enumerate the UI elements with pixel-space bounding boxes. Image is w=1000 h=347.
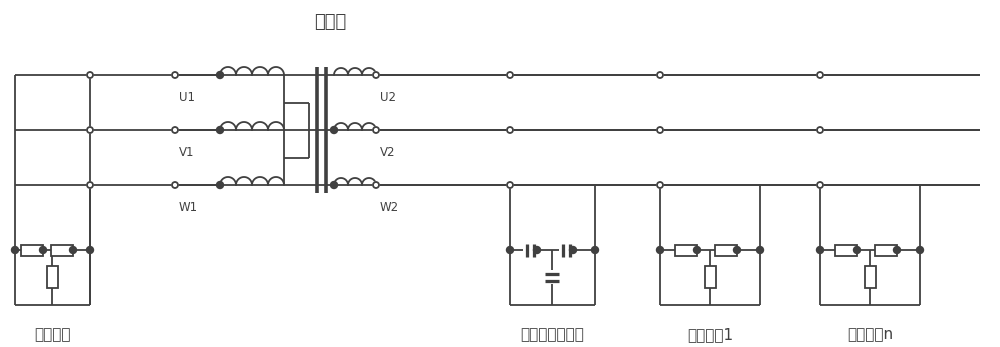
Bar	[875, 245, 897, 255]
Circle shape	[656, 246, 664, 254]
Circle shape	[87, 72, 93, 78]
Circle shape	[657, 182, 663, 188]
Circle shape	[507, 127, 513, 133]
Circle shape	[816, 246, 824, 254]
Circle shape	[657, 127, 663, 133]
Circle shape	[817, 127, 823, 133]
Circle shape	[507, 182, 513, 188]
Circle shape	[172, 72, 178, 78]
Bar	[51, 245, 73, 255]
Bar	[46, 266, 58, 288]
Circle shape	[734, 246, 740, 254]
Circle shape	[694, 246, 700, 254]
Text: 电力电子电容器: 电力电子电容器	[520, 328, 584, 342]
Text: U1: U1	[179, 91, 195, 104]
Circle shape	[657, 72, 663, 78]
Circle shape	[534, 246, 540, 254]
Bar	[675, 245, 697, 255]
Circle shape	[216, 181, 224, 188]
Text: 原边负载: 原边负载	[34, 328, 71, 342]
Text: W2: W2	[380, 201, 399, 214]
Circle shape	[570, 246, 576, 254]
Text: 次边负载1: 次边负载1	[687, 328, 733, 342]
Text: U2: U2	[380, 91, 396, 104]
Circle shape	[172, 182, 178, 188]
Bar	[21, 245, 43, 255]
Circle shape	[330, 181, 338, 188]
Circle shape	[507, 72, 513, 78]
Circle shape	[172, 127, 178, 133]
Circle shape	[894, 246, 900, 254]
Circle shape	[373, 72, 379, 78]
Circle shape	[916, 246, 924, 254]
Text: V1: V1	[179, 146, 194, 159]
Circle shape	[817, 182, 823, 188]
Circle shape	[817, 72, 823, 78]
Circle shape	[216, 127, 224, 134]
Text: 次边负载n: 次边负载n	[847, 328, 893, 342]
Circle shape	[12, 246, 18, 254]
Text: W1: W1	[179, 201, 198, 214]
Circle shape	[854, 246, 860, 254]
Circle shape	[40, 246, 46, 254]
Text: 变压器: 变压器	[314, 13, 346, 31]
Circle shape	[216, 71, 224, 78]
Circle shape	[592, 246, 598, 254]
Circle shape	[87, 182, 93, 188]
Circle shape	[330, 127, 338, 134]
Text: V2: V2	[380, 146, 396, 159]
Bar	[704, 266, 716, 288]
Circle shape	[70, 246, 76, 254]
Circle shape	[87, 127, 93, 133]
Bar	[715, 245, 737, 255]
Bar	[864, 266, 876, 288]
Circle shape	[373, 127, 379, 133]
Circle shape	[373, 182, 379, 188]
Circle shape	[757, 246, 764, 254]
Circle shape	[87, 246, 94, 254]
Bar	[835, 245, 857, 255]
Circle shape	[507, 246, 514, 254]
